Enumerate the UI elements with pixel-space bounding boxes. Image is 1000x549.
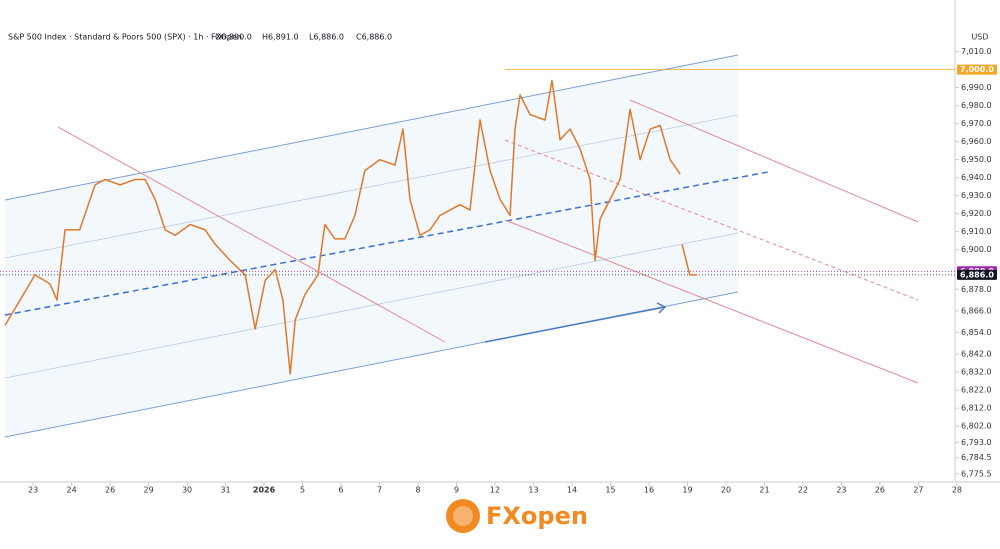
logo-icon-inner xyxy=(453,506,473,526)
y-tick-label: 6,970.0 xyxy=(961,119,992,128)
y-tick-label: 6,930.0 xyxy=(961,191,992,200)
price-label: 7,000.0 xyxy=(960,65,994,74)
x-tick-label: 20 xyxy=(721,486,731,495)
x-tick-label: 27 xyxy=(913,486,923,495)
y-tick-label: 6,842.0 xyxy=(961,350,992,359)
y-tick-label: 6,980.0 xyxy=(961,101,992,110)
x-tick-label: 9 xyxy=(454,486,459,495)
price-line-series xyxy=(4,79,681,375)
trend-line xyxy=(629,99,919,223)
x-tick-label: 6 xyxy=(338,486,343,495)
x-tick-label: 26 xyxy=(875,486,885,495)
ohlc-value: O6,890.0 xyxy=(215,33,252,42)
y-tick-label: 6,866.0 xyxy=(961,306,992,315)
x-tick-label: 26 xyxy=(105,486,115,495)
x-tick-label: 19 xyxy=(682,486,692,495)
y-tick-label: 6,990.0 xyxy=(961,83,992,92)
x-tick-label: 2026 xyxy=(253,486,276,495)
x-tick-label: 14 xyxy=(567,486,577,495)
y-tick-label: 6,900.0 xyxy=(961,245,992,254)
price-label-box xyxy=(957,64,997,75)
x-tick-label: 13 xyxy=(528,486,538,495)
x-tick-label: 28 xyxy=(952,486,962,495)
x-tick-label: 21 xyxy=(759,486,769,495)
x-tick-label: 23 xyxy=(836,486,846,495)
price-label-box xyxy=(957,269,997,280)
price-label: 6,886.0 xyxy=(960,270,994,279)
drawings xyxy=(4,54,919,438)
y-tick-label: 6,832.0 xyxy=(961,368,992,377)
y-tick-label: 6,854.0 xyxy=(961,328,992,337)
x-tick-label: 29 xyxy=(143,486,153,495)
chart-title: S&P 500 Index · Standard & Poors 500 (SP… xyxy=(8,33,242,42)
x-tick-label: 7 xyxy=(377,486,382,495)
x-tick-label: 12 xyxy=(490,486,500,495)
trend-line xyxy=(57,126,446,343)
y-tick-label: 6,940.0 xyxy=(961,173,992,182)
y-axis-label: USD xyxy=(971,33,988,42)
logo-icon xyxy=(446,499,480,533)
y-tick-label: 6,784.5 xyxy=(961,453,992,462)
y-tick-label: 6,802.0 xyxy=(961,422,992,431)
x-tick-label: 30 xyxy=(182,486,192,495)
trend-line xyxy=(504,139,919,301)
y-tick-label: 6,920.0 xyxy=(961,209,992,218)
brand: FXopen xyxy=(486,502,588,530)
channel-quarter xyxy=(4,232,739,379)
x-tick-label: 24 xyxy=(67,486,77,495)
y-tick-label: 6,775.5 xyxy=(961,469,992,478)
ohlc-value: L6,886.0 xyxy=(309,33,344,42)
x-tick-label: 16 xyxy=(644,486,654,495)
ohlc-value: H6,891.0 xyxy=(262,33,299,42)
ohlc-value: C6,886.0 xyxy=(356,33,392,42)
trend-line xyxy=(504,219,919,384)
y-tick-label: 6,822.0 xyxy=(961,386,992,395)
y-tick-label: 6,793.0 xyxy=(961,438,992,447)
arrow-head xyxy=(656,302,667,314)
y-tick-label: 6,878.0 xyxy=(961,285,992,294)
y-tick-label: 7,010.0 xyxy=(961,47,992,56)
x-tick-label: 8 xyxy=(415,486,420,495)
y-tick-label: 6,910.0 xyxy=(961,227,992,236)
arrow xyxy=(484,306,666,343)
x-tick-label: 5 xyxy=(300,486,305,495)
logo: FXopen xyxy=(446,499,588,533)
channel-quarter xyxy=(4,114,739,259)
x-tick-label: 31 xyxy=(220,486,230,495)
price-line-series xyxy=(681,244,698,276)
x-tick-label: 15 xyxy=(605,486,615,495)
y-tick-label: 6,950.0 xyxy=(961,155,992,164)
x-tick-label: 23 xyxy=(28,486,38,495)
y-tick-label: 6,812.0 xyxy=(961,404,992,413)
x-tick-label: 22 xyxy=(798,486,808,495)
channel-upper xyxy=(4,54,739,201)
y-tick-label: 6,960.0 xyxy=(961,137,992,146)
